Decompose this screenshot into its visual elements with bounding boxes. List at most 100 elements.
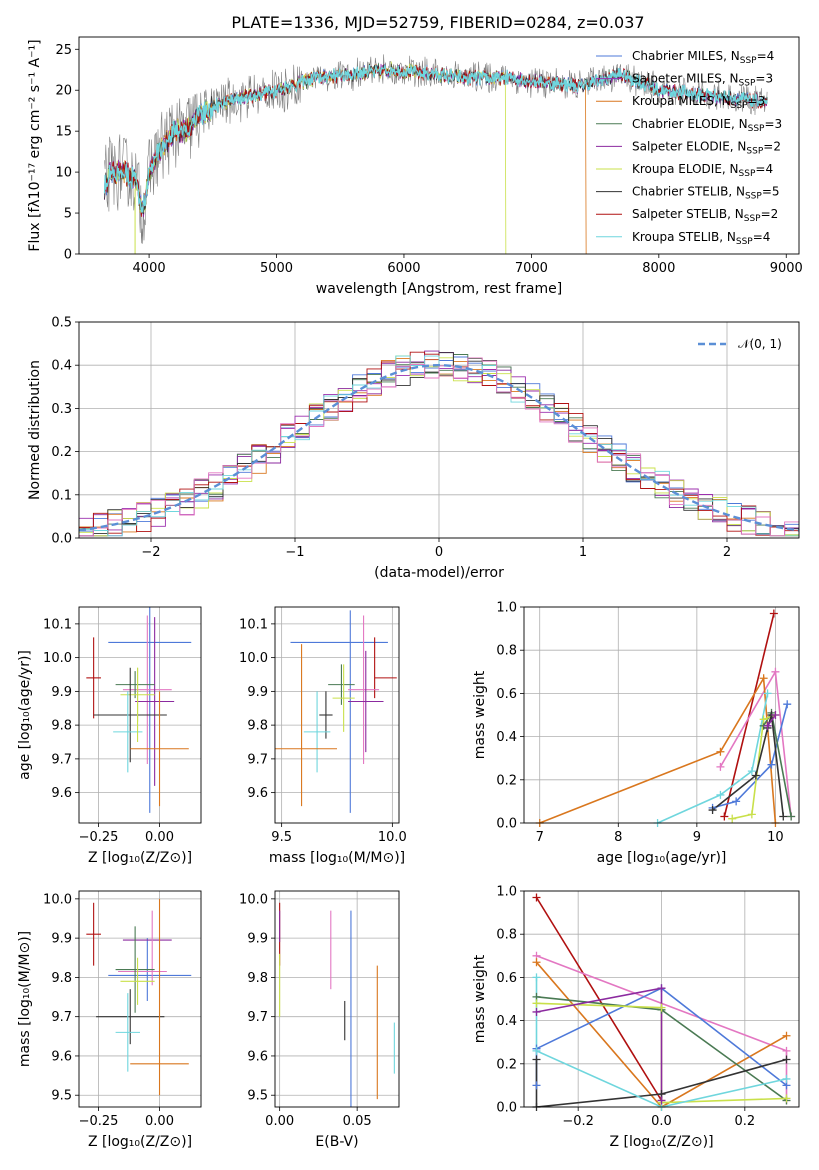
legend-sub: SSP [739, 79, 756, 89]
series-line-2 [539, 675, 777, 823]
y-tick-label: 9.5 [51, 1089, 72, 1104]
series-line-7 [657, 693, 769, 823]
legend-suffix: =2 [763, 139, 781, 153]
y-tick-label: 10.1 [239, 617, 268, 632]
series-marker-7 [532, 1046, 541, 1055]
legend-sub: SSP [731, 101, 748, 111]
y-tick-label: 9.6 [51, 786, 72, 801]
axes-frame [78, 890, 202, 1108]
y-tick-label: 9.8 [247, 719, 268, 734]
panel-residuals: −2 −1 0 1 2 0.0 0.1 0.2 0.3 0.4 0.5 (data-model)/er… [27, 316, 800, 581]
legend-normal-label: 𝒩(0, 1) [738, 337, 782, 351]
x-tick-label: 0.0 [651, 1114, 672, 1129]
y-axis-label: age [log₁₀(age/yr)] [17, 650, 33, 780]
y-tick-label: 0.5 [51, 316, 72, 331]
panels: 4000 5000 6000 7000 8000 90000510152025wavele… [17, 36, 803, 1150]
series-marker-2 [782, 1031, 791, 1040]
x-axis-label: Z [log₁₀(Z/Z⊙)] [88, 850, 192, 866]
plot-area-residuals [79, 350, 799, 537]
axes-frame [523, 890, 800, 1108]
legend-label-4: Salpeter ELODIE, NSSP=2 [632, 139, 781, 156]
legend-label-0: Chabrier MILES, NSSP=4 [632, 49, 774, 66]
y-tick-label: 0.2 [496, 1057, 517, 1072]
legend-label-5: Kroupa ELODIE, NSSP=4 [632, 162, 773, 179]
legend-sub: SSP [748, 124, 765, 134]
x-axis-label: mass [log₁₀(M/M⊙)] [269, 850, 405, 866]
x-tick-label: 5000 [260, 261, 293, 276]
x-tick-label: 9 [693, 830, 701, 845]
series-marker-7 [782, 1074, 791, 1083]
series-marker-6 [751, 771, 760, 780]
x-tick-label: 0 [435, 545, 443, 560]
legend-sub: SSP [746, 146, 763, 156]
legend-text: Chabrier ELODIE, N [632, 117, 748, 131]
y-axis-label: Flux [fλ10⁻¹⁷ erg cm⁻² s⁻¹ A⁻¹] [27, 39, 43, 251]
y-tick-label: 1.0 [496, 885, 517, 900]
y-tick-label: 10.0 [239, 892, 268, 907]
y-tick-label: 0 [64, 248, 72, 263]
y-tick-label: 10 [55, 166, 72, 181]
y-tick-label: 0.3 [51, 402, 72, 417]
y-tick-label: 20 [55, 84, 72, 99]
plot-area-mass-weight-vs-age [539, 613, 792, 823]
legend-suffix: =3 [748, 94, 766, 108]
x-tick-label: 10.0 [378, 830, 407, 845]
plot-area-age-vs-Z [86, 607, 192, 813]
legend-sub: SSP [745, 192, 762, 202]
series-marker-0 [720, 812, 729, 821]
series-marker-6 [532, 1055, 541, 1064]
series-line-8 [766, 714, 777, 727]
x-tick-label: 0.00 [145, 1114, 174, 1129]
series-marker-1 [716, 762, 725, 771]
x-tick-label: 9.5 [271, 830, 292, 845]
y-tick-label: 10.1 [43, 617, 72, 632]
y-tick-label: 10.0 [43, 892, 72, 907]
x-tick-label: −0.25 [79, 830, 119, 845]
x-tick-label: −0.2 [562, 1114, 594, 1129]
x-tick-label: 0.05 [343, 1114, 372, 1129]
legend-text: Salpeter MILES, N [632, 72, 739, 86]
x-tick-label: 0.00 [265, 1114, 294, 1129]
x-tick-label: 1 [579, 545, 587, 560]
y-tick-label: 9.7 [247, 752, 268, 767]
series-marker-3 [783, 700, 792, 709]
x-axis-label: E(B-V) [315, 1134, 358, 1150]
axes-frame [274, 606, 400, 824]
y-axis-label: mass weight [472, 954, 488, 1043]
axes-frame [78, 606, 202, 824]
legend-suffix: =3 [755, 72, 773, 86]
y-axis-label: mass weight [472, 670, 488, 759]
panel-mass-weight-vs-age: 7 8 9 10 0.0 0.2 0.4 0.6 0.8 1.0 age [log₁₀(age/yr… [472, 601, 800, 866]
panel-mass-weight-vs-Z: −0.2 0.0 0.2 0.0 0.2 0.4 0.6 0.8 1.0 Z [log₁₀(Z/Z… [472, 885, 800, 1150]
legend-text: Kroupa STELIB, N [632, 230, 736, 244]
plot-area-spectrum [103, 54, 768, 254]
series-line-3 [712, 703, 788, 809]
histogram-9 [79, 357, 799, 537]
y-axis-label: Normed distribution [27, 360, 43, 500]
series-marker-6 [708, 806, 717, 815]
axes-frame [78, 36, 800, 255]
panel-mass-vs-ebv: 0.00 0.05 9.5 9.6 9.7 9.8 9.9 10.0 E(B-V) [239, 890, 400, 1150]
series-marker-0 [532, 893, 541, 902]
y-tick-label: 9.8 [51, 971, 72, 986]
y-tick-label: 9.6 [247, 786, 268, 801]
legend-label-7: Salpeter STELIB, NSSP=2 [632, 207, 778, 224]
x-axis-label: (data-model)/error [374, 565, 504, 581]
y-tick-label: 0.8 [496, 644, 517, 659]
series-marker-6 [779, 812, 788, 821]
legend-suffix: =4 [755, 162, 773, 176]
y-tick-label: 9.7 [51, 752, 72, 767]
y-tick-label: 9.9 [247, 685, 268, 700]
series-marker-2 [759, 674, 768, 683]
legend-text: Chabrier MILES, N [632, 49, 740, 63]
series-marker-7 [747, 767, 756, 776]
y-tick-label: 9.8 [51, 719, 72, 734]
histogram-4 [79, 350, 799, 537]
y-tick-label: 9.7 [51, 1010, 72, 1025]
series-line-0 [723, 613, 775, 817]
y-tick-label: 25 [55, 43, 72, 58]
legend-suffix: =3 [764, 117, 782, 131]
figure-title: PLATE=1336, MJD=52759, FIBERID=0284, z=0… [231, 13, 644, 32]
y-tick-label: 9.7 [247, 1010, 268, 1025]
y-tick-label: 9.6 [51, 1049, 72, 1064]
